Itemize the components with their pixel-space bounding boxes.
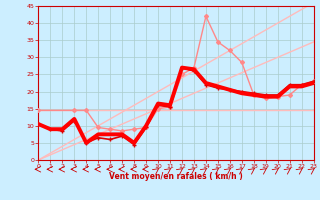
X-axis label: Vent moyen/en rafales ( km/h ): Vent moyen/en rafales ( km/h ): [109, 172, 243, 181]
